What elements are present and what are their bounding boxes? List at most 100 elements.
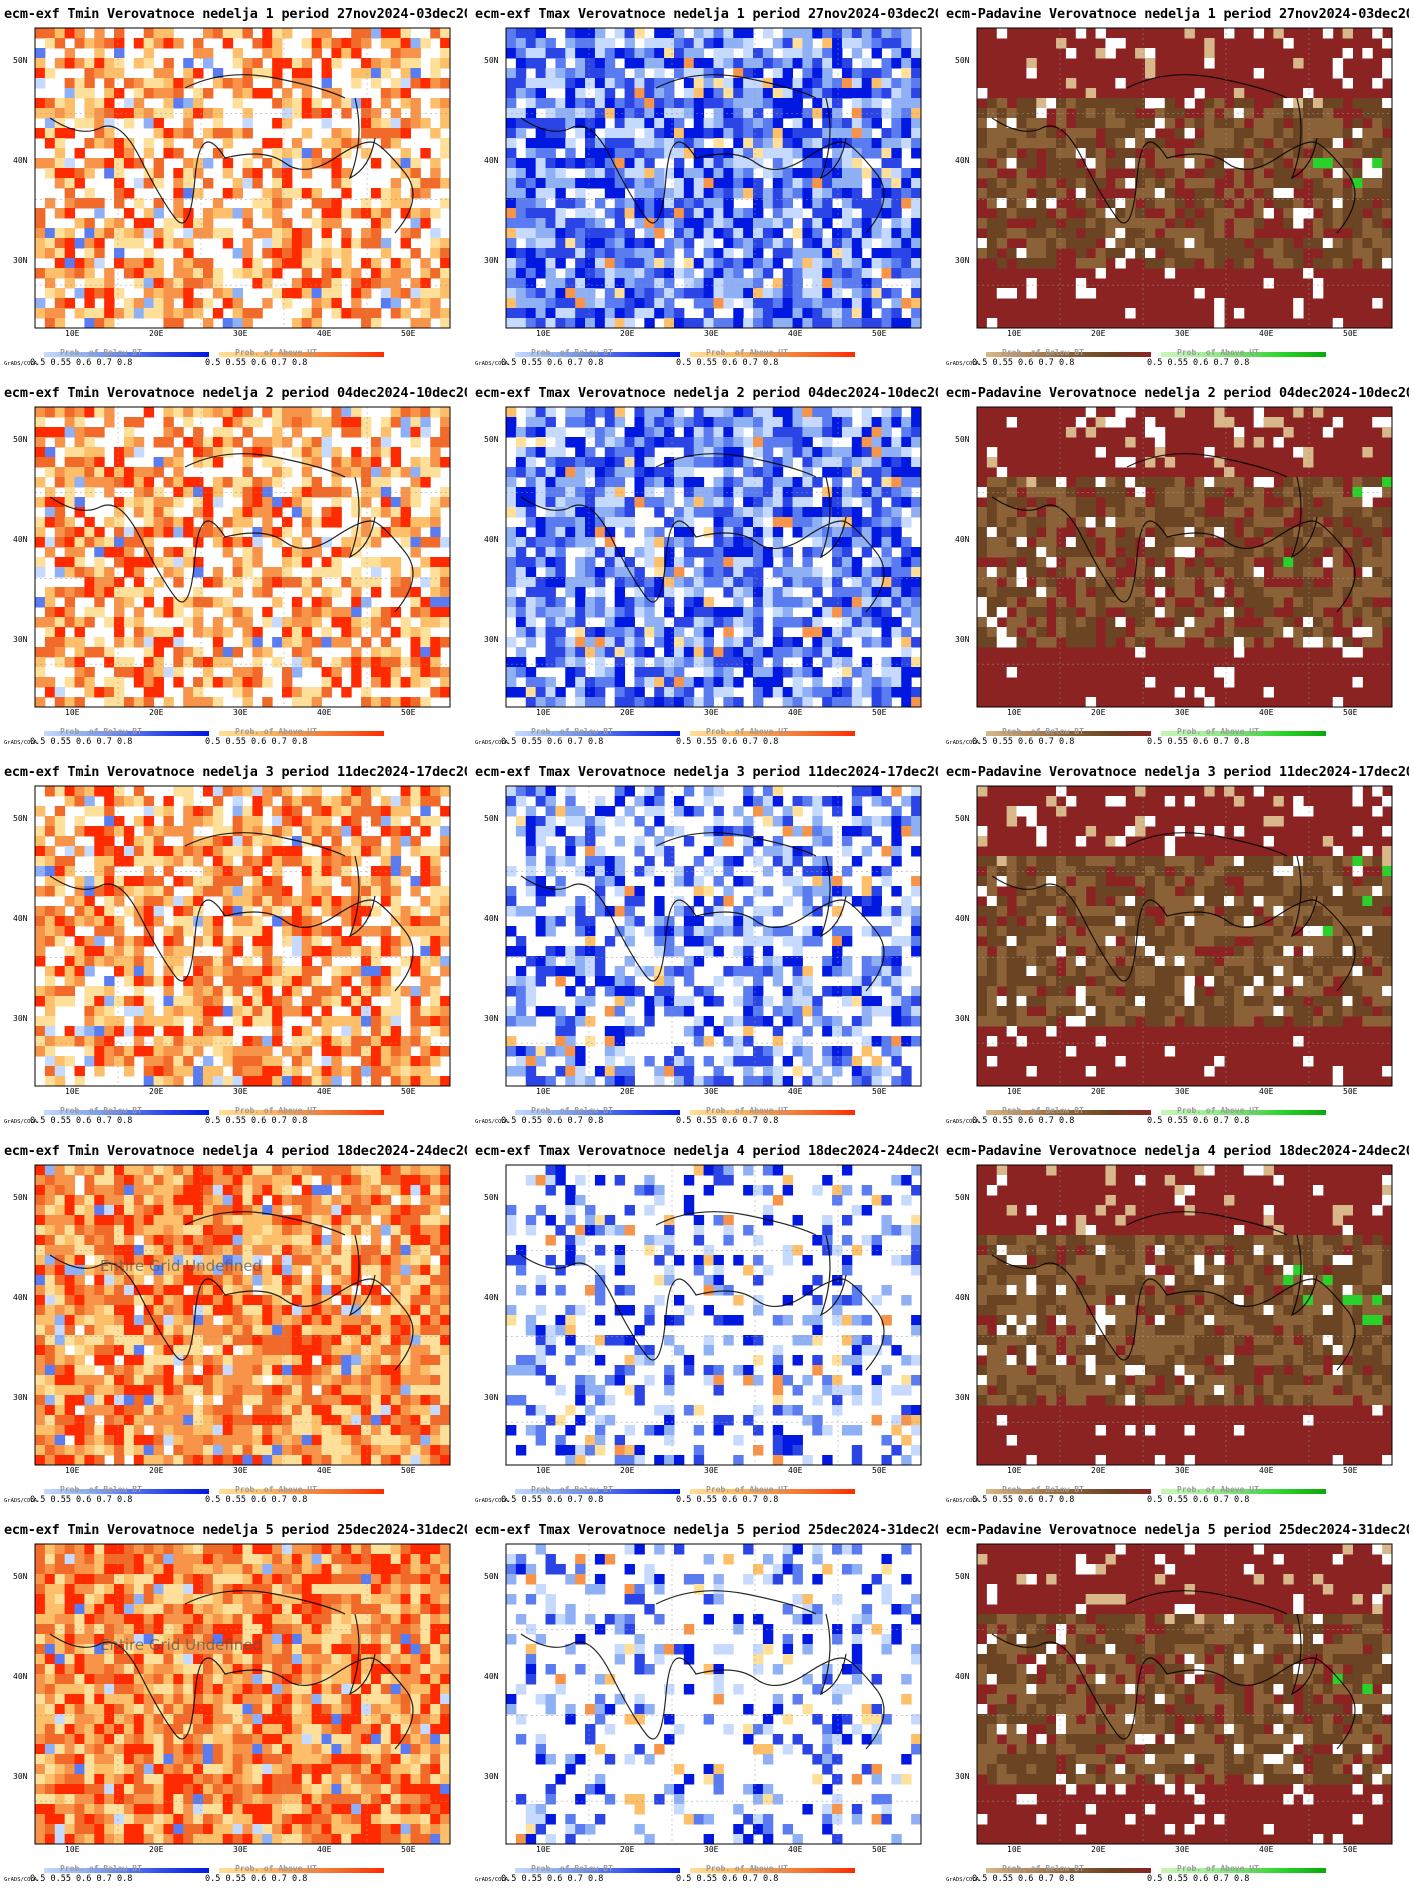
grid-cell xyxy=(743,667,754,678)
grid-cell xyxy=(832,258,843,269)
grid-cell xyxy=(881,527,892,538)
grid-cell xyxy=(301,158,313,169)
grid-cell xyxy=(506,507,517,518)
grid-cell xyxy=(232,248,243,259)
grid-cell xyxy=(996,537,1008,548)
grid-cell xyxy=(634,108,645,119)
grid-cell xyxy=(871,517,882,528)
grid-cell xyxy=(585,118,596,129)
grid-cell xyxy=(585,48,596,59)
grid-cell xyxy=(753,477,764,488)
grid-cell xyxy=(1085,597,1097,608)
grid-cell xyxy=(1144,417,1156,428)
grid-cell xyxy=(143,108,155,119)
grid-cell xyxy=(693,627,705,638)
grid-cell xyxy=(420,278,431,289)
grid-cell xyxy=(331,208,342,219)
grid-cell xyxy=(634,417,645,428)
grid-cell xyxy=(772,278,784,289)
grid-cell xyxy=(654,567,665,578)
grid-cell xyxy=(555,308,566,319)
grid-cell xyxy=(614,218,626,229)
grid-cell xyxy=(321,687,332,698)
grid-cell xyxy=(693,657,705,668)
grid-cell xyxy=(35,98,46,109)
grid-cell xyxy=(54,208,66,219)
grid-cell xyxy=(222,28,234,39)
grid-cell xyxy=(871,118,882,129)
grid-cell xyxy=(1263,148,1274,159)
grid-cell xyxy=(1273,128,1284,139)
grid-cell xyxy=(535,48,547,59)
legend-ticks: 0.5 0.55 0.6 0.7 0.8 xyxy=(30,358,133,368)
grid-cell xyxy=(1273,597,1284,608)
grid-cell xyxy=(1233,487,1245,498)
grid-cell xyxy=(430,667,441,678)
grid-cell xyxy=(331,288,342,299)
grid-cell xyxy=(703,28,714,39)
grid-cell xyxy=(321,677,332,688)
grid-cell xyxy=(585,58,596,69)
grid-cell xyxy=(380,417,392,428)
grid-cell xyxy=(390,38,402,49)
grid-cell xyxy=(703,88,714,99)
grid-cell xyxy=(1115,477,1126,488)
grid-cell xyxy=(1105,208,1116,219)
grid-cell xyxy=(881,58,892,69)
grid-cell xyxy=(664,28,675,39)
grid-cell xyxy=(664,298,675,309)
grid-cell xyxy=(703,637,714,648)
grid-cell xyxy=(753,148,764,159)
grid-cell xyxy=(74,457,85,468)
grid-cell xyxy=(440,278,451,289)
grid-cell xyxy=(624,437,635,448)
grid-cell xyxy=(792,98,803,109)
grid-cell xyxy=(753,407,764,418)
grid-cell xyxy=(370,238,382,249)
grid-cell xyxy=(792,617,803,628)
grid-cell xyxy=(604,188,616,199)
grid-cell xyxy=(84,577,95,588)
grid-cell xyxy=(74,497,85,508)
grid-cell xyxy=(555,178,566,189)
grid-cell xyxy=(673,218,685,229)
grid-cell xyxy=(772,168,784,179)
grid-cell xyxy=(94,527,105,538)
grid-cell xyxy=(911,567,922,578)
grid-cell xyxy=(782,517,794,528)
grid-cell xyxy=(163,98,174,109)
grid-cell xyxy=(1303,98,1314,109)
grid-cell xyxy=(782,208,794,219)
grid-cell xyxy=(54,238,66,249)
grid-cell xyxy=(693,607,705,618)
grid-cell xyxy=(762,497,774,508)
grid-cell xyxy=(262,278,273,289)
grid-cell xyxy=(370,537,382,548)
grid-cell xyxy=(1362,228,1373,239)
grid-cell xyxy=(851,178,863,189)
grid-cell xyxy=(104,308,115,319)
grid-cell xyxy=(664,188,675,199)
map-frame xyxy=(34,406,451,708)
grid-cell xyxy=(535,158,547,169)
grid-cell xyxy=(634,577,645,588)
latitude-label: 30N xyxy=(13,256,28,265)
grid-cell xyxy=(252,547,263,558)
grid-cell xyxy=(772,637,784,648)
grid-cell xyxy=(555,617,566,628)
grid-cell xyxy=(311,318,323,329)
grid-cell xyxy=(380,208,392,219)
grid-cell xyxy=(331,517,342,528)
grid-cell xyxy=(341,148,352,159)
grid-cell xyxy=(782,68,794,79)
grid-cell xyxy=(753,98,764,109)
grid-cell xyxy=(614,467,626,478)
grid-cell xyxy=(986,218,998,229)
grid-cell xyxy=(420,517,431,528)
grid-cell xyxy=(1322,178,1334,189)
grid-cell xyxy=(506,607,517,618)
grid-cell xyxy=(565,148,576,159)
grid-cell xyxy=(683,517,695,528)
grid-cell xyxy=(851,38,863,49)
grid-cell xyxy=(1263,278,1274,289)
